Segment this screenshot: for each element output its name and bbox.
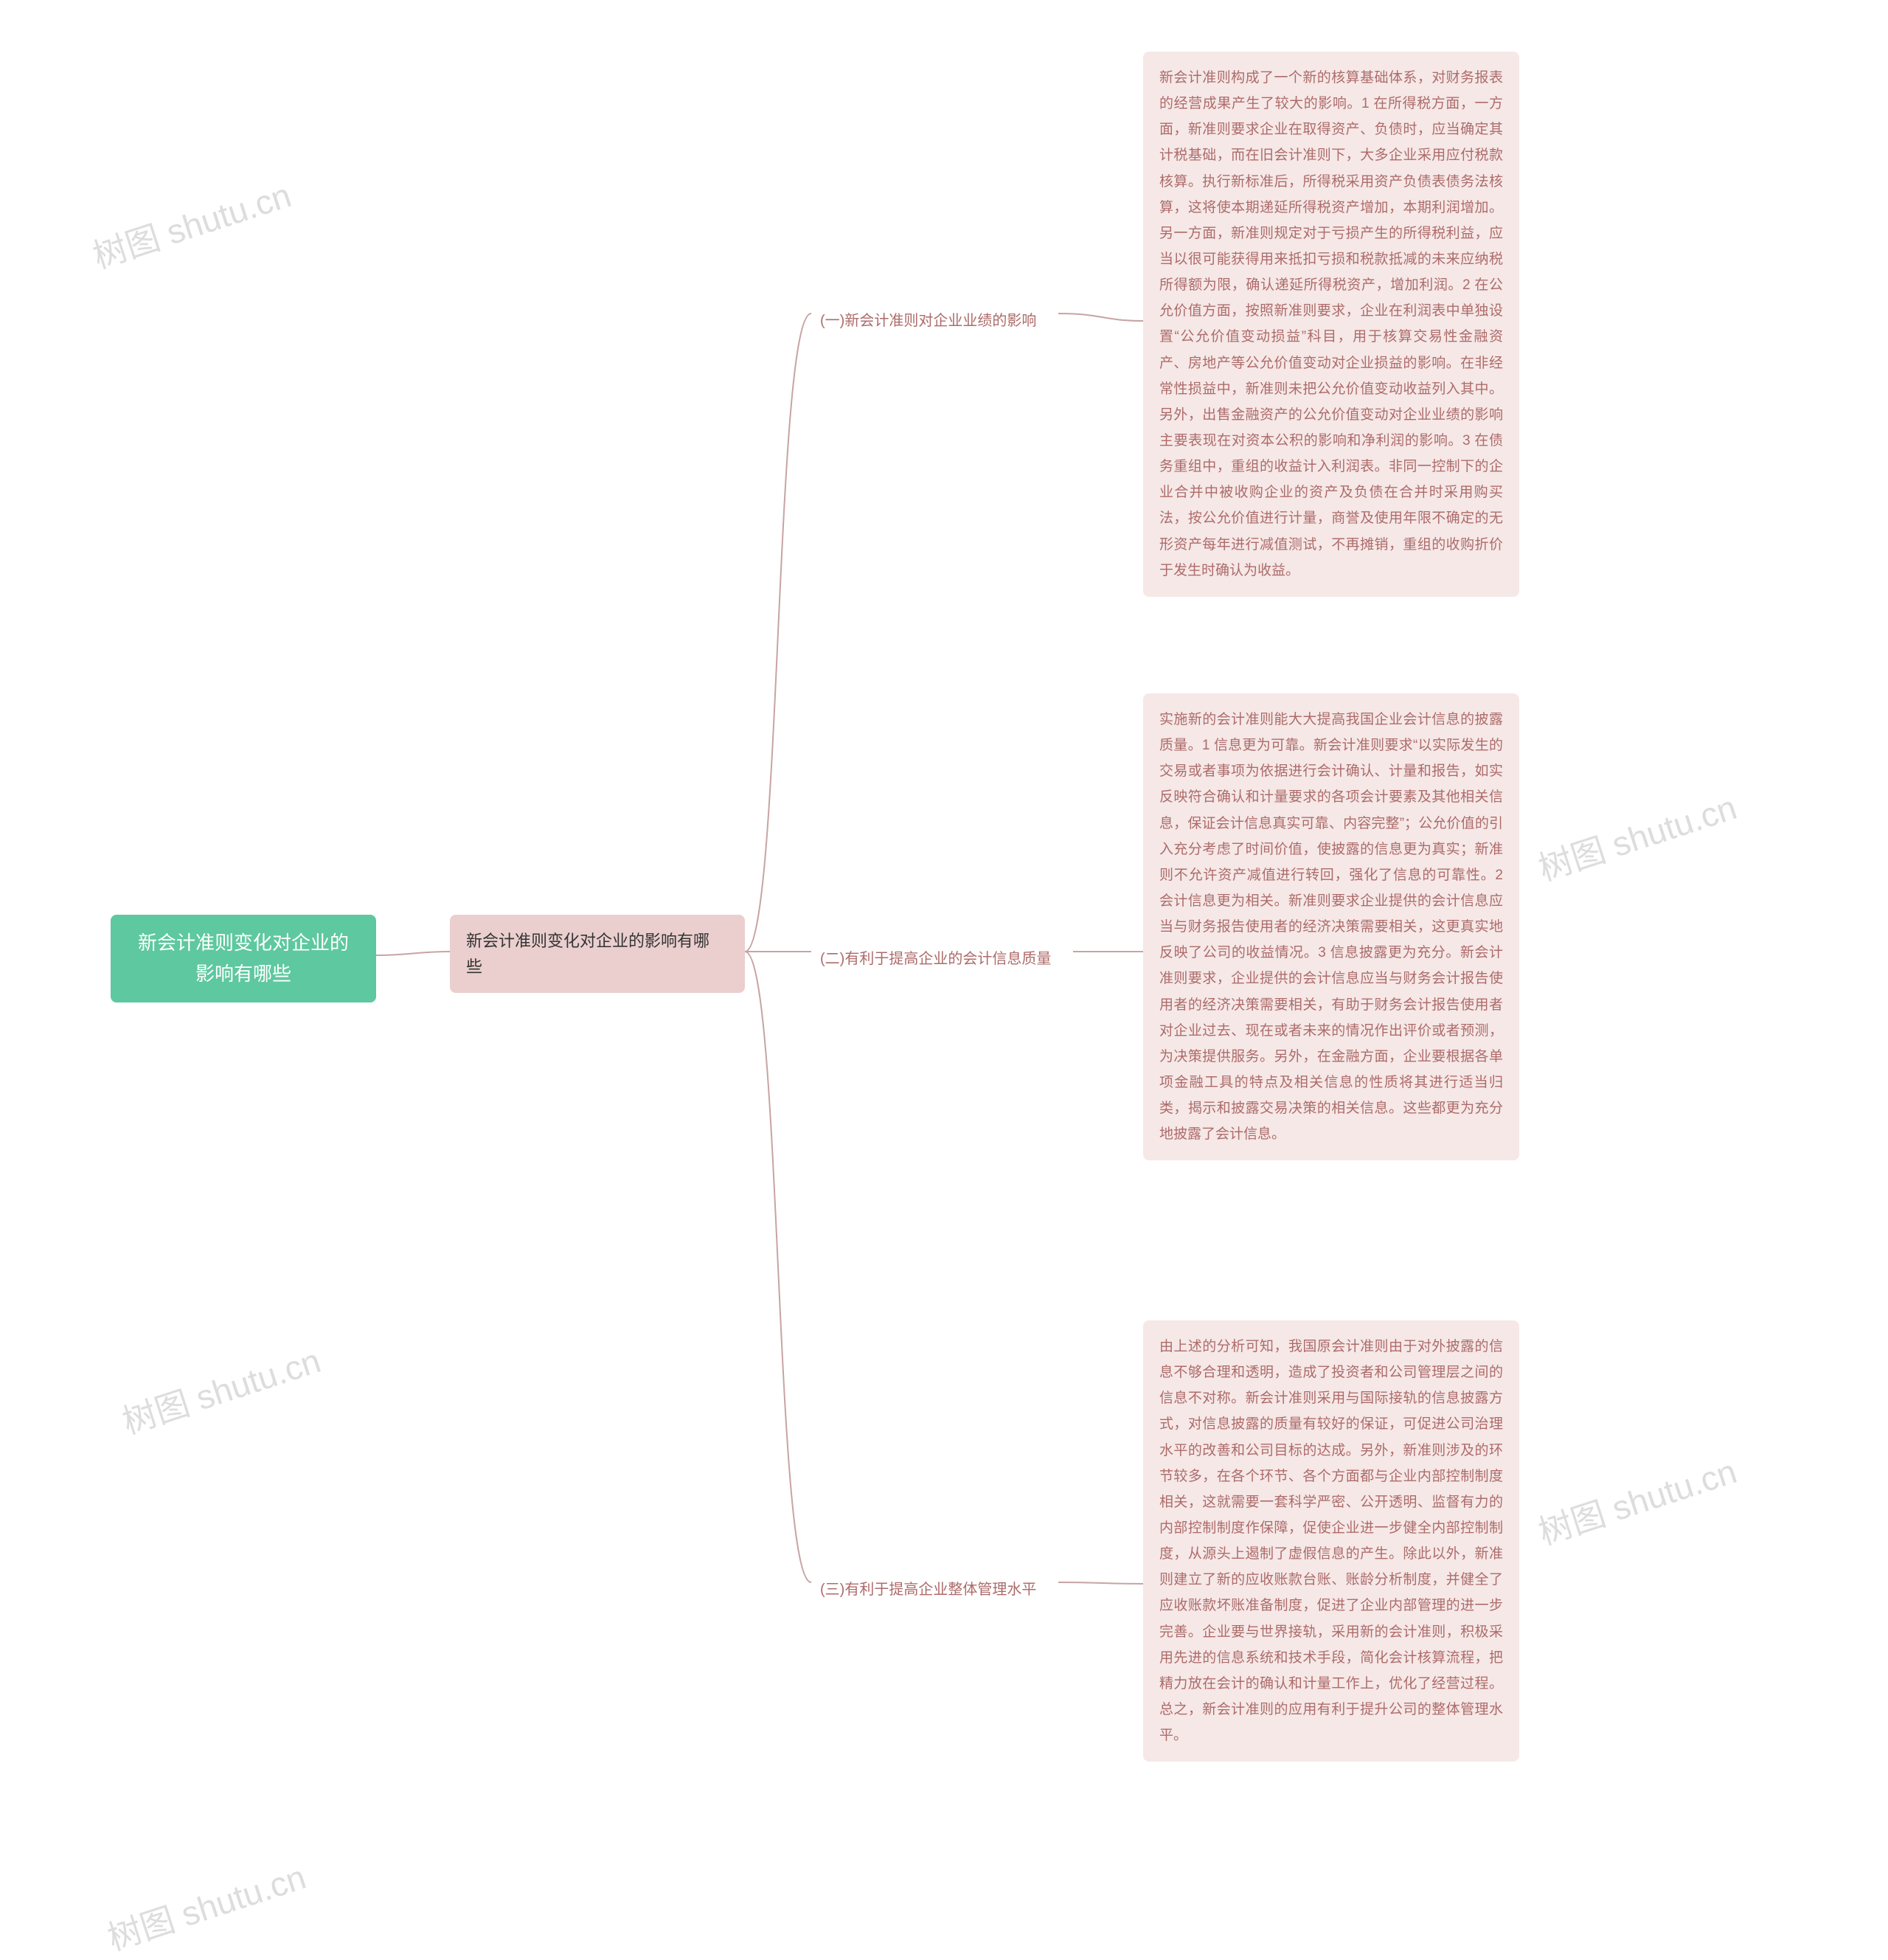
root-node[interactable]: 新会计准则变化对企业的 影响有哪些 xyxy=(111,915,376,1002)
level1-line1: 新会计准则变化对企业的影响有哪 xyxy=(466,932,709,950)
branch3-body[interactable]: 由上述的分析可知，我国原会计准则由于对外披露的信息不够合理和透明，造成了投资者和… xyxy=(1143,1320,1519,1762)
watermark: 树图 shutu.cn xyxy=(116,1334,326,1444)
level1-node[interactable]: 新会计准则变化对企业的影响有哪 些 xyxy=(450,915,745,993)
branch2-body[interactable]: 实施新的会计准则能大大提高我国企业会计信息的披露质量。1 信息更为可靠。新会计准… xyxy=(1143,693,1519,1160)
branch1-title[interactable]: (一)新会计准则对企业业绩的影响 xyxy=(811,302,1045,340)
watermark: 树图 shutu.cn xyxy=(86,169,296,279)
branch2-title[interactable]: (二)有利于提高企业的会计信息质量 xyxy=(811,941,1060,978)
watermark: 树图 shutu.cn xyxy=(1532,1445,1742,1555)
level1-line2: 些 xyxy=(466,958,482,976)
root-line2: 影响有哪些 xyxy=(195,963,291,985)
branch1-body[interactable]: 新会计准则构成了一个新的核算基础体系，对财务报表的经营成果产生了较大的影响。1 … xyxy=(1143,52,1519,597)
branch3-title[interactable]: (三)有利于提高企业整体管理水平 xyxy=(811,1571,1045,1609)
watermark: 树图 shutu.cn xyxy=(1532,781,1742,891)
watermark: 树图 shutu.cn xyxy=(101,1851,311,1960)
root-line1: 新会计准则变化对企业的 xyxy=(138,932,349,954)
